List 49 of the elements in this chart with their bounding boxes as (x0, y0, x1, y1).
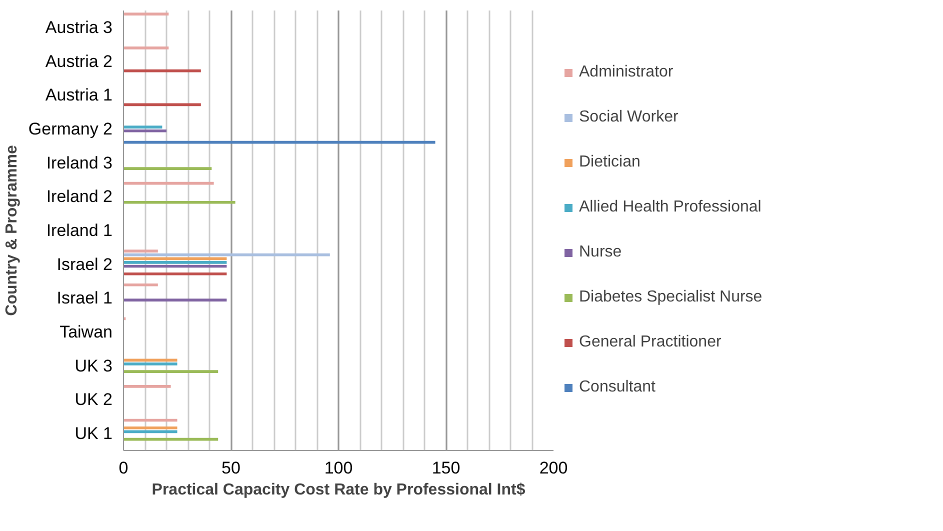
bar (124, 261, 227, 264)
bar (124, 103, 201, 106)
bar (124, 362, 178, 366)
bar (124, 12, 169, 16)
y-tick-label: Taiwan (60, 322, 113, 342)
y-tick-label: Israel 1 (56, 288, 112, 308)
y-tick-label: Ireland 1 (46, 221, 113, 240)
bar (124, 298, 227, 302)
y-axis-title: Country & Programme (3, 145, 20, 316)
legend-label: General Practitioner (579, 334, 722, 352)
y-tick-label: Austria 3 (45, 18, 113, 37)
bar (124, 129, 166, 132)
x-tick-label: 150 (432, 458, 460, 478)
y-tick-label: Ireland 2 (46, 187, 113, 206)
legend-label: Diabetes Specialist Nurse (579, 288, 762, 306)
legend-label: Dietician (579, 154, 640, 172)
y-tick-label: Austria 2 (45, 52, 113, 71)
bar (124, 126, 162, 128)
y-tick-label: UK 3 (74, 356, 113, 376)
x-tick-label: 100 (324, 458, 353, 478)
bar (124, 250, 158, 252)
bar (124, 430, 178, 434)
bar (124, 182, 214, 185)
y-tick-label: UK 1 (74, 424, 113, 444)
x-tick-label: 200 (539, 458, 568, 478)
bar (124, 200, 236, 204)
bar (124, 46, 169, 50)
x-tick-label: 0 (118, 458, 128, 478)
y-tick-label: Ireland 3 (46, 153, 113, 172)
bar (124, 272, 227, 276)
legend-label: Nurse (579, 244, 622, 262)
bar (124, 253, 330, 256)
legend-label: Administrator (579, 64, 674, 82)
legend-label: Allied Health Professional (579, 198, 762, 216)
bar (124, 257, 227, 260)
bar (124, 384, 171, 388)
y-tick-label: UK 2 (74, 390, 113, 410)
x-axis-title: Practical Capacity Cost Rate by Professional Int$ (152, 482, 526, 498)
x-tick-label: 50 (222, 458, 240, 478)
legend-label: Social Worker (579, 108, 678, 126)
y-tick-label: Austria 1 (45, 86, 113, 105)
legend-label: Consultant (579, 378, 656, 396)
bar (124, 370, 218, 374)
bar (124, 283, 158, 286)
bar (124, 167, 212, 170)
bar (124, 358, 178, 362)
y-tick-label: Israel 2 (56, 254, 112, 274)
y-tick-label: Germany 2 (28, 119, 113, 138)
bar (124, 426, 178, 430)
